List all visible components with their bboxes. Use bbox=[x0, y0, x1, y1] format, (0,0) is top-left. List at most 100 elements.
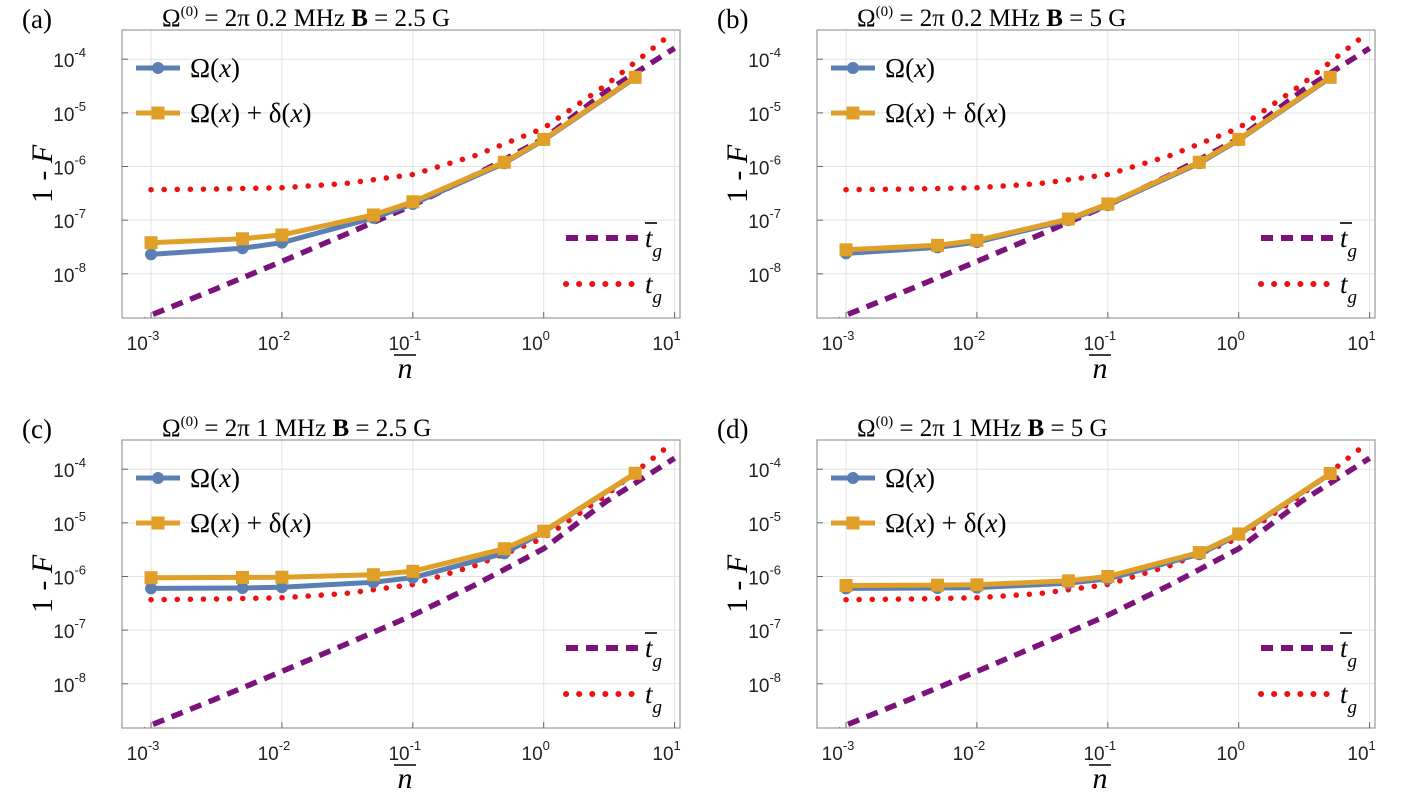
series-line-t-g bbox=[843, 33, 1367, 193]
data-point-square bbox=[628, 466, 642, 480]
data-point-square bbox=[537, 524, 551, 538]
y-axis-label: 1 - F bbox=[26, 554, 59, 613]
data-point-square bbox=[1061, 212, 1075, 226]
panel-title: Ω(0) = 2π 0.2 MHz B = 5 G bbox=[857, 4, 1126, 32]
y-tick-label: 10-7 bbox=[748, 616, 781, 643]
plot-frame bbox=[121, 29, 681, 319]
data-point-square bbox=[366, 568, 380, 582]
y-tick-label: 10-6 bbox=[748, 152, 781, 179]
y-tick-label: 10-5 bbox=[53, 509, 86, 536]
plot-area bbox=[122, 440, 680, 728]
data-point-square bbox=[839, 243, 853, 257]
y-tick-label: 10-6 bbox=[53, 152, 86, 179]
chart-panel-3: 10-3 10-2 10-1 100 101 10-8 10-7 10-6 10-5 10-4(c… bbox=[22, 414, 681, 795]
legend-label: Ω(x) + δ(x) bbox=[190, 98, 311, 128]
data-point-square bbox=[497, 155, 511, 169]
x-tick-label: 100 bbox=[1217, 328, 1245, 355]
series-line--x-x- bbox=[150, 471, 637, 581]
data-point-square bbox=[1232, 527, 1246, 541]
legend-label: Ω(x) + δ(x) bbox=[885, 508, 1006, 538]
plot-frame bbox=[121, 439, 681, 729]
data-point-square bbox=[970, 578, 984, 592]
data-point-square bbox=[1061, 574, 1075, 588]
panel-title: Ω(0) = 2π 1 MHz B = 5 G bbox=[857, 414, 1108, 442]
y-tick-label: 10-8 bbox=[748, 260, 781, 287]
x-axis-label: n bbox=[398, 762, 413, 795]
data-point-square bbox=[628, 70, 642, 84]
x-axis-label: n bbox=[1093, 352, 1108, 385]
plot-frame bbox=[816, 29, 1376, 319]
x-tick-label: 100 bbox=[1217, 738, 1245, 765]
series-line--x-x- bbox=[845, 471, 1332, 588]
y-tick-label: 10-8 bbox=[53, 260, 86, 287]
panel-title: Ω(0) = 2π 0.2 MHz B = 2.5 G bbox=[162, 4, 450, 32]
data-point-square bbox=[144, 571, 158, 585]
x-axis-label: n bbox=[1093, 762, 1108, 795]
y-tick-label: 10-6 bbox=[748, 562, 781, 589]
y-tick-label: 10-7 bbox=[53, 616, 86, 643]
x-tick-label: 10-1 bbox=[388, 738, 421, 765]
x-tick-label: 10-2 bbox=[258, 738, 291, 765]
chart-panel-2: 10-3 10-2 10-1 100 101 10-8 10-7 10-6 10-5 10-4(b… bbox=[717, 4, 1376, 385]
data-point-square bbox=[366, 208, 380, 222]
x-tick-label: 101 bbox=[1347, 328, 1375, 355]
y-tick-label: 10-5 bbox=[748, 509, 781, 536]
x-tick-label: 10-3 bbox=[127, 738, 160, 765]
data-point-square bbox=[931, 238, 945, 252]
data-point-square bbox=[236, 232, 250, 246]
legend-label: tg bbox=[1340, 223, 1357, 262]
x-tick-label: 10-1 bbox=[1083, 328, 1116, 355]
data-point-square bbox=[931, 578, 945, 592]
data-point-square bbox=[406, 195, 420, 209]
data-point-square bbox=[1323, 70, 1337, 84]
legend-label: Ω(x) + δ(x) bbox=[190, 508, 311, 538]
x-tick-label: 10-3 bbox=[127, 328, 160, 355]
x-tick-label: 10-1 bbox=[1083, 738, 1116, 765]
data-point-square bbox=[275, 570, 289, 584]
panel-label: (a) bbox=[22, 4, 52, 34]
panel-title: Ω(0) = 2π 1 MHz B = 2.5 G bbox=[162, 414, 431, 442]
y-axis-label: 1 - F bbox=[26, 144, 59, 203]
x-tick-label: 10-3 bbox=[822, 328, 855, 355]
legend-label: Ω(x) + δ(x) bbox=[885, 98, 1006, 128]
data-point-square bbox=[1192, 155, 1206, 169]
legend-label: Ω(x) bbox=[190, 463, 240, 493]
legend-marker-square bbox=[846, 516, 860, 530]
legend-label: Ω(x) bbox=[885, 463, 935, 493]
data-point-circle bbox=[145, 582, 158, 595]
panel-label: (d) bbox=[717, 414, 748, 444]
x-tick-label: 100 bbox=[522, 328, 550, 355]
data-point-square bbox=[1101, 569, 1115, 583]
x-tick-label: 10-1 bbox=[388, 328, 421, 355]
legend-label: tg bbox=[1340, 679, 1357, 718]
x-tick-label: 10-2 bbox=[258, 328, 291, 355]
y-tick-label: 10-4 bbox=[748, 455, 781, 482]
series-line-t-g bbox=[143, 455, 677, 728]
data-point-square bbox=[1101, 197, 1115, 211]
y-tick-label: 10-5 bbox=[748, 99, 781, 126]
data-point-square bbox=[1232, 132, 1246, 146]
data-point-square bbox=[970, 233, 984, 247]
y-tick-label: 10-4 bbox=[748, 45, 781, 72]
series-line-t-g bbox=[148, 33, 672, 193]
legend-label: Ω(x) bbox=[190, 53, 240, 83]
panel-label: (c) bbox=[22, 414, 52, 444]
y-tick-label: 10-8 bbox=[748, 670, 781, 697]
y-axis-label: 1 - F bbox=[721, 144, 754, 203]
data-point-square bbox=[537, 132, 551, 146]
chart-panel-4: 10-3 10-2 10-1 100 101 10-8 10-7 10-6 10-5 10-4(d… bbox=[717, 414, 1376, 795]
y-tick-label: 10-5 bbox=[53, 99, 86, 126]
y-tick-label: 10-6 bbox=[53, 562, 86, 589]
x-axis-label: n bbox=[398, 352, 413, 385]
y-tick-label: 10-7 bbox=[748, 206, 781, 233]
data-point-square bbox=[1192, 546, 1206, 560]
x-tick-label: 10-2 bbox=[953, 738, 986, 765]
y-tick-label: 10-4 bbox=[53, 455, 86, 482]
legend-label: tg bbox=[645, 223, 662, 262]
data-point-square bbox=[406, 564, 420, 578]
legend-marker-circle bbox=[847, 62, 859, 74]
legend-label: tg bbox=[645, 679, 662, 718]
series-line-t-g bbox=[838, 455, 1372, 728]
data-point-square bbox=[144, 236, 158, 250]
legend-label: tg bbox=[1340, 633, 1357, 672]
